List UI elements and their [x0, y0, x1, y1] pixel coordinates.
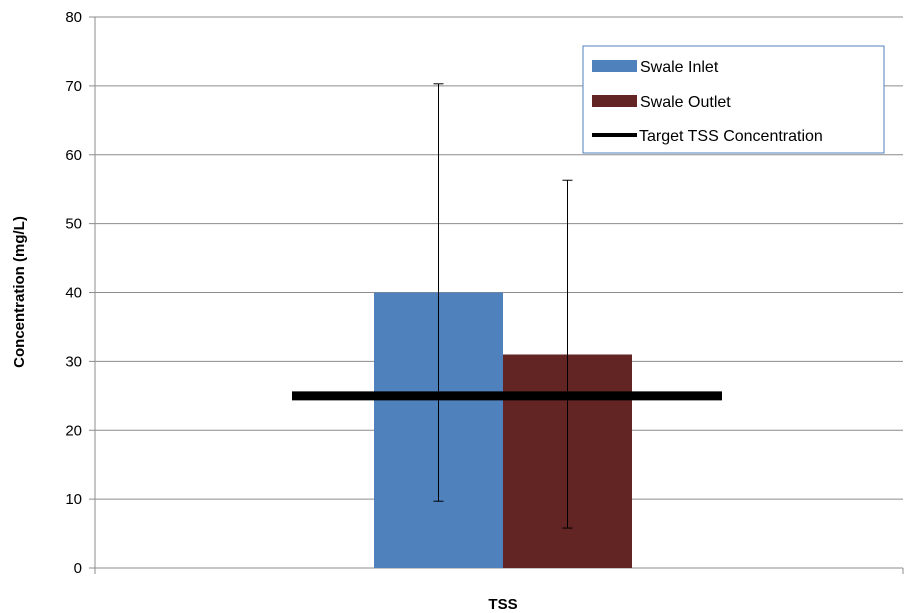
- y-tick-label: 40: [65, 285, 82, 302]
- x-category-label: TSS: [488, 596, 517, 613]
- y-tick-label: 0: [74, 560, 82, 577]
- labels: Concentration (mg/L) 0 10 20 30 40 50 60 70 80 TS…: [11, 9, 518, 613]
- legend-label: Swale Outlet: [640, 94, 731, 111]
- error-bars: [433, 83, 573, 529]
- legend-label: Target TSS Concentration: [639, 128, 823, 145]
- legend: Swale Inlet Swale Outlet Target TSS Concen…: [582, 45, 885, 154]
- y-tick-label: 20: [65, 422, 82, 439]
- y-tick-label: 70: [65, 78, 82, 95]
- y-tick-label: 30: [65, 353, 82, 370]
- legend-swatch-swale-inlet: [592, 60, 637, 72]
- legend-swatch-swale-outlet: [592, 95, 637, 107]
- y-tick-label: 80: [65, 9, 82, 26]
- y-tick-label: 60: [65, 147, 82, 164]
- bars: [374, 292, 632, 568]
- y-tick-label: 50: [65, 216, 82, 233]
- y-axis-title: Concentration (mg/L): [11, 216, 28, 368]
- y-tick-label: 10: [65, 491, 82, 508]
- legend-label: Swale Inlet: [640, 59, 719, 76]
